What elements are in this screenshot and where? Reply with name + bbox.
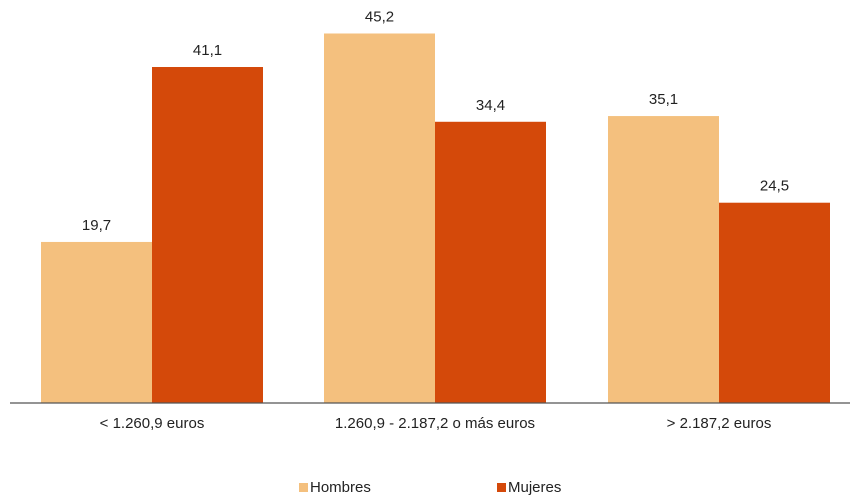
bar-hombres-0 (41, 241, 152, 403)
value-label-hombres-1: 45,2 (365, 8, 394, 25)
bars-group (41, 33, 830, 404)
legend-swatch-hombres (299, 483, 308, 492)
category-label-2: > 2.187,2 euros (667, 415, 772, 432)
bar-mujeres-0 (152, 67, 263, 403)
value-label-mujeres-0: 41,1 (193, 42, 222, 59)
bar-mujeres-2 (719, 202, 830, 403)
value-label-mujeres-1: 34,4 (476, 97, 505, 114)
legend: Hombres Mujeres (299, 479, 561, 496)
category-labels-group: < 1.260,9 euros 1.260,9 - 2.187,2 o más e… (100, 415, 772, 432)
legend-label-hombres: Hombres (310, 479, 371, 496)
value-label-hombres-0: 19,7 (82, 217, 111, 234)
legend-label-mujeres: Mujeres (508, 479, 561, 496)
value-label-mujeres-2: 24,5 (760, 178, 789, 195)
bar-hombres-2 (608, 116, 719, 404)
bar-mujeres-1 (435, 121, 546, 403)
value-label-hombres-2: 35,1 (649, 91, 678, 108)
bar-hombres-1 (324, 33, 435, 404)
legend-swatch-mujeres (497, 483, 506, 492)
value-labels-group: 19,7 41,1 45,2 34,4 35,1 24,5 (82, 8, 789, 233)
category-label-1: 1.260,9 - 2.187,2 o más euros (335, 415, 535, 432)
category-label-0: < 1.260,9 euros (100, 415, 205, 432)
